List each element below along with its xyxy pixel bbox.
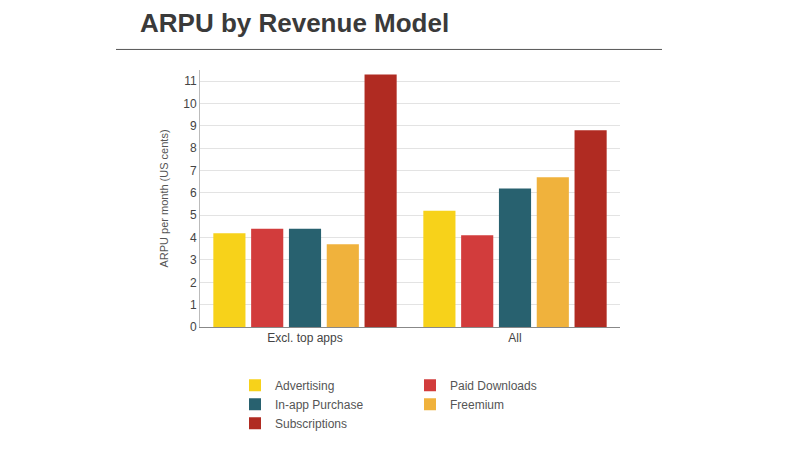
svg-text:Freemium: Freemium (450, 398, 504, 412)
svg-text:In-app Purchase: In-app Purchase (275, 398, 363, 412)
svg-text:10: 10 (183, 97, 197, 111)
svg-text:11: 11 (184, 74, 197, 88)
svg-text:1: 1 (190, 298, 197, 312)
svg-text:All: All (508, 331, 521, 345)
svg-text:9: 9 (190, 119, 197, 133)
svg-text:Advertising: Advertising (275, 379, 334, 393)
svg-text:6: 6 (190, 186, 197, 200)
svg-text:ARPU by Revenue Model: ARPU by Revenue Model (140, 8, 449, 38)
svg-text:Paid Downloads: Paid Downloads (450, 379, 537, 393)
svg-text:Subscriptions: Subscriptions (275, 417, 347, 431)
svg-text:Excl. top apps: Excl. top apps (267, 331, 342, 345)
svg-text:0: 0 (190, 320, 197, 334)
svg-text:7: 7 (190, 164, 197, 178)
svg-text:2: 2 (190, 276, 197, 290)
svg-text:3: 3 (190, 253, 197, 267)
svg-text:8: 8 (190, 141, 197, 155)
svg-text:5: 5 (190, 208, 197, 222)
svg-text:ARPU per month (US cents): ARPU per month (US cents) (158, 129, 170, 267)
svg-text:4: 4 (190, 231, 197, 245)
